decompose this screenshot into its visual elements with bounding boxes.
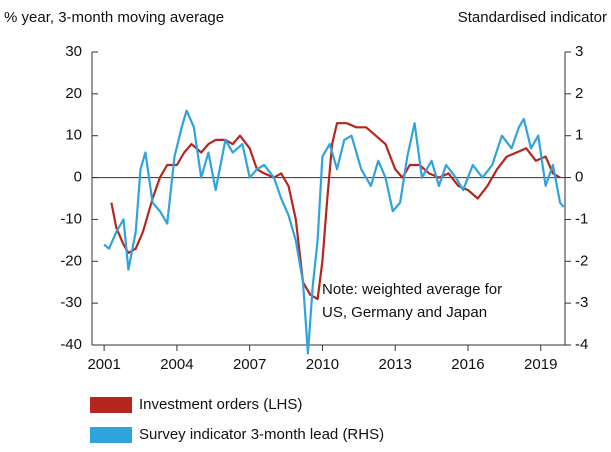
x-tick-label: 2001 <box>87 356 120 373</box>
y2-tick-label: -4 <box>575 336 588 353</box>
series-line <box>110 122 561 301</box>
legend-label: Survey indicator 3-month lead (RHS) <box>139 426 384 443</box>
y-tick-label: 0 <box>74 169 82 186</box>
y-tick-label: -10 <box>60 210 82 227</box>
y-tick-label: 10 <box>65 127 82 144</box>
y2-tick-label: 1 <box>575 127 583 144</box>
y-axis-label: % year, 3-month moving average <box>4 9 224 26</box>
y-tick-label: 20 <box>65 85 82 102</box>
legend-label: Investment orders (LHS) <box>139 396 302 413</box>
y-tick-label: 30 <box>65 43 82 60</box>
y2-tick-label: -3 <box>575 294 588 311</box>
x-tick-label: 2016 <box>451 356 484 373</box>
x-tick-label: 2010 <box>306 356 339 373</box>
y2-tick-label: 2 <box>575 85 583 102</box>
x-tick-label: 2013 <box>379 356 412 373</box>
series-line <box>103 109 565 355</box>
legend-swatch <box>90 397 132 413</box>
y-tick-label: -40 <box>60 336 82 353</box>
y2-tick-label: 0 <box>575 169 583 186</box>
annotation: Note: weighted average for <box>322 281 502 298</box>
x-tick-label: 2019 <box>524 356 557 373</box>
x-tick-label: 2004 <box>160 356 193 373</box>
y-tick-label: -30 <box>60 294 82 311</box>
y2-tick-label: 3 <box>575 43 583 60</box>
legend-swatch <box>90 427 132 443</box>
annotation: US, Germany and Japan <box>322 304 487 321</box>
y-tick-label: -20 <box>60 252 82 269</box>
x-tick-label: 2007 <box>233 356 266 373</box>
y2-tick-label: -1 <box>575 210 588 227</box>
y2-axis-label: Standardised indicator <box>458 9 607 26</box>
y2-tick-label: -2 <box>575 252 588 269</box>
